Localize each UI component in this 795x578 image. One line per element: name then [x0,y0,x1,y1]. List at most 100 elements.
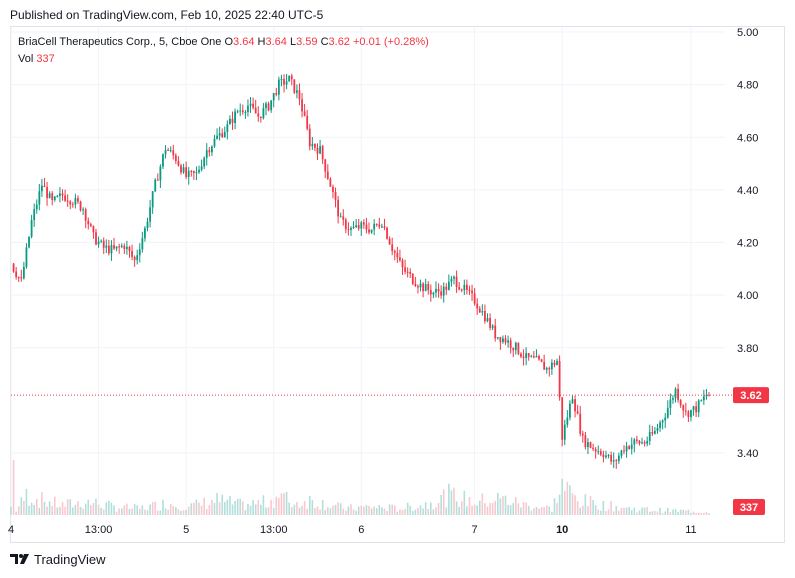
volume-bar [700,512,703,515]
candle-body [56,195,59,197]
candle-body [620,450,623,456]
candle-body [543,361,546,370]
volume-bar [538,508,540,515]
candle-body [409,271,412,274]
volume-bar [432,509,435,515]
volume-bar [612,511,615,515]
volume-bar [342,508,345,515]
volume-bar [690,512,692,515]
volume-bar [705,511,708,515]
volume-bar [229,495,231,515]
volume-bar [252,500,254,515]
candle-body [561,397,564,440]
candle-body [15,271,18,278]
candle-body [556,361,558,365]
candle-body [617,455,620,462]
volume-bar [646,507,648,515]
volume-bar [574,495,576,515]
candle-body [257,113,260,117]
volume-bar [517,503,520,515]
volume-bar [520,507,522,515]
candle-body [672,398,674,400]
volume-bar [151,502,154,515]
volume-bar [298,507,301,515]
volume-bar [285,491,288,515]
legend-low-value: 3.59 [296,36,318,48]
volume-bar [213,502,216,515]
candle-body [22,266,25,279]
volume-bar [558,494,561,515]
candle-body [53,196,56,201]
legend-volume-value: 337 [36,53,55,65]
volume-bar [442,489,445,515]
candle-body [316,147,319,154]
volume-bar [249,505,252,515]
volume-bar [679,509,682,515]
x-tick-label: 4 [8,524,14,536]
candle-body [234,111,236,124]
footer-brand[interactable]: TradingView [10,551,106,567]
volume-bar [453,487,455,515]
candle-body [280,79,283,81]
candle-body [169,150,172,152]
volume-bar [303,501,306,515]
volume-bar [239,498,242,515]
volume-bar [607,509,610,515]
volume-bar [458,506,460,515]
candle-body [548,367,551,370]
volume-bar [489,503,491,515]
volume-bar [43,501,46,515]
candle-body [324,159,327,172]
candle-body [172,150,175,156]
candle-body [167,149,170,151]
legend-symbol-name: BriaCell Therapeutics Corp., 5, Cboe One [18,36,222,48]
volume-bar [265,507,267,515]
candle-body [272,93,275,101]
volume-bar [522,502,525,515]
volume-bar [231,504,234,515]
volume-bar [494,500,497,515]
candle-body [545,367,548,370]
volume-bar [659,507,661,515]
candle-body [17,277,20,279]
volume-bar [59,506,61,515]
candle-body [293,79,296,93]
volume-bar [357,506,360,515]
candle-body [429,290,432,295]
candle-body [259,116,262,119]
volume-bar [290,507,293,515]
volume-bar [636,512,638,515]
volume-bar [360,505,363,515]
candle-body [262,108,265,119]
volume-bar [332,505,334,515]
volume-bar [144,509,146,515]
legend-volume: Vol 337 [18,53,55,65]
volume-bar [355,510,357,515]
x-tick-label: 7 [472,524,478,536]
candle-body [517,342,520,354]
price-badge [733,387,769,404]
candle-body [252,103,255,108]
candle-body [288,75,291,82]
volume-bar [23,500,25,515]
candle-body [447,281,450,290]
volume-bar [381,507,383,515]
volume-bar [105,502,108,515]
candle-body [450,278,453,282]
candle-body [283,79,285,85]
volume-bar [471,505,473,515]
volume-bar [548,506,551,515]
candle-body [370,229,373,233]
volume-bar [654,511,656,515]
volume-bar [530,510,533,515]
volume-bar [481,493,484,515]
volume-bar [623,507,625,515]
candle-body [571,399,574,404]
candle-body [97,241,100,245]
volume-bar [633,507,636,515]
legend-high-label: H [257,36,266,48]
candle-body [231,118,234,124]
candle-body [432,292,435,295]
candle-body [525,353,528,358]
